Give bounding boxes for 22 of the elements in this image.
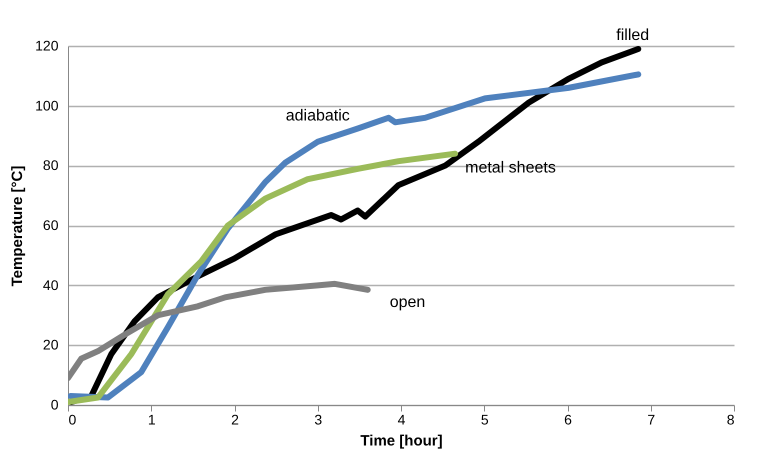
y-tick-label: 120: [35, 38, 59, 54]
series-label: filled: [616, 26, 650, 44]
x-axis-title: Time [hour]: [360, 432, 443, 450]
x-tick-label: 7: [647, 412, 656, 428]
x-tick-label: 1: [148, 412, 156, 428]
series-label: open: [390, 294, 426, 311]
x-tick-label: 4: [398, 412, 406, 428]
x-tick-label: 5: [480, 412, 489, 428]
x-tick-label: 0: [68, 412, 76, 428]
y-tick-label: 100: [35, 97, 59, 114]
series-label: adiabatic: [286, 108, 350, 125]
y-tick-label: 20: [42, 336, 59, 353]
y-axis-title: Temperature [°C]: [9, 166, 26, 286]
x-tick-label: 3: [314, 412, 322, 428]
x-tick-label: 8: [726, 412, 735, 428]
y-tick-label: 40: [42, 276, 59, 293]
y-tick-label: 0: [50, 396, 59, 412]
y-tick-label: 80: [42, 157, 59, 174]
y-tick-label: 60: [42, 217, 59, 233]
x-tick-label: 2: [231, 412, 240, 428]
series-label: metal sheets: [465, 160, 556, 177]
x-tick-label: 6: [564, 412, 572, 428]
